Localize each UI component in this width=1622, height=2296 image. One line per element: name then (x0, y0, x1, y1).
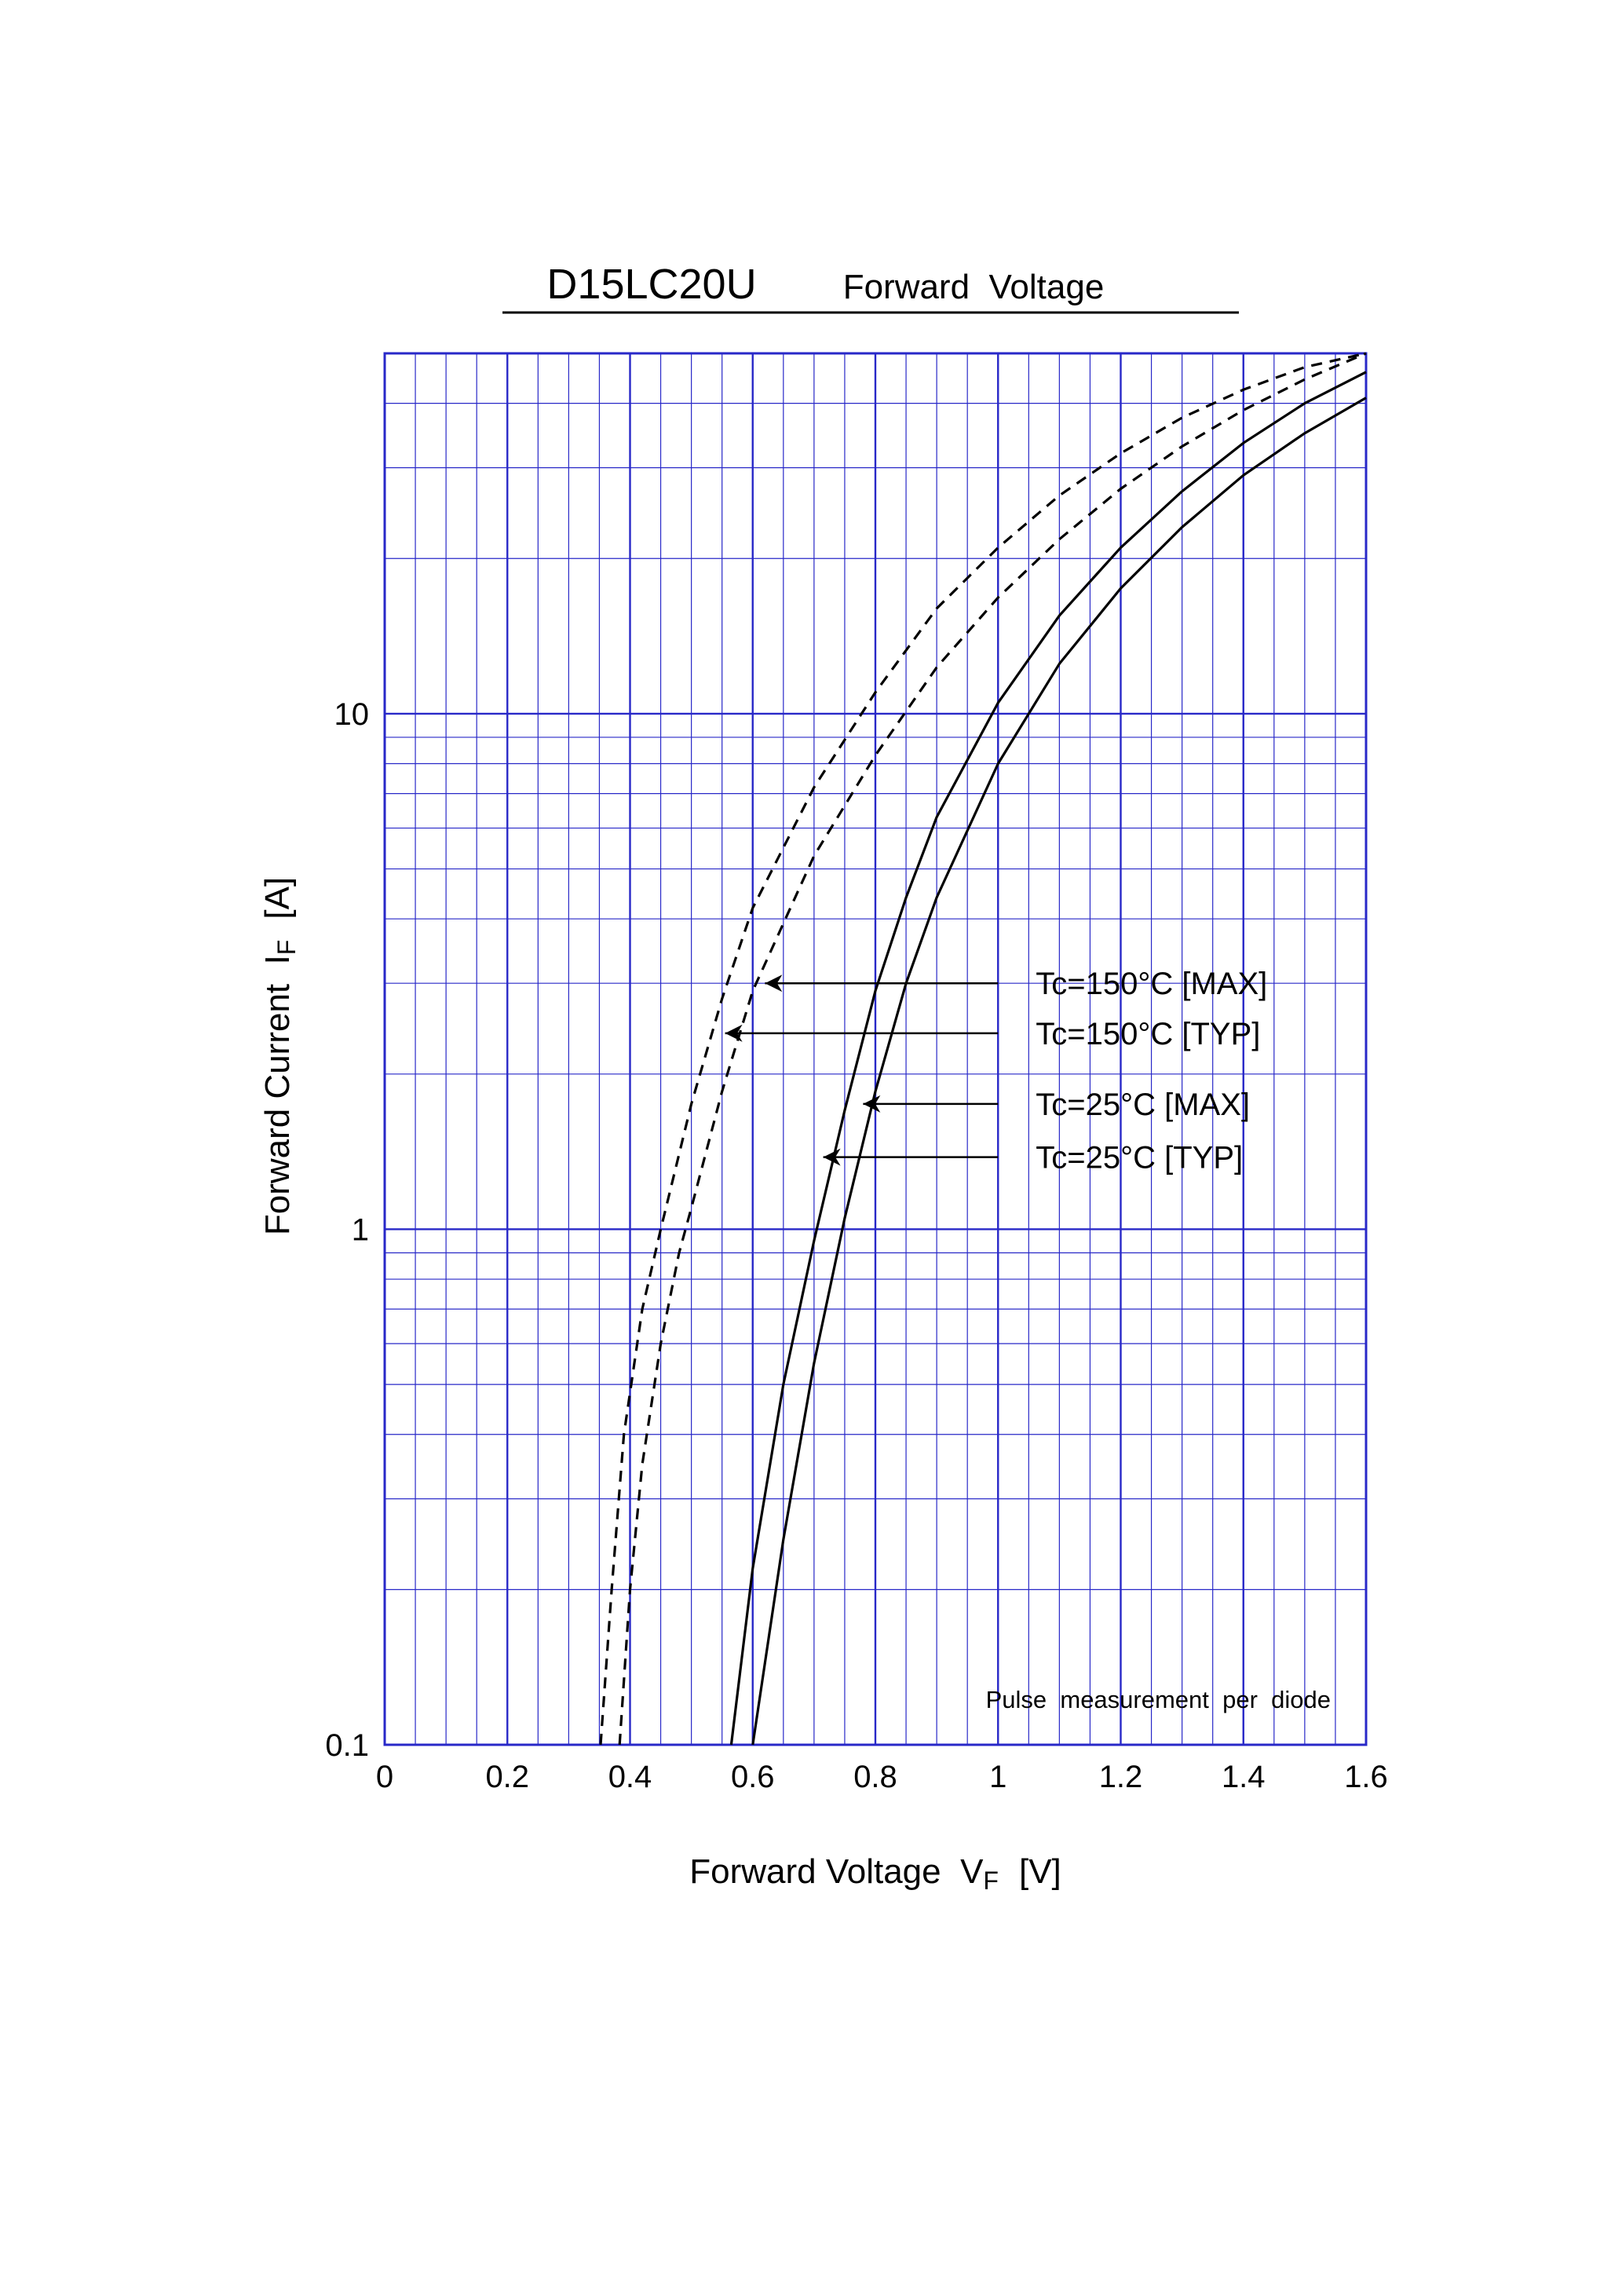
curves (599, 352, 1367, 1746)
x-tick-label: 0 (376, 1760, 393, 1794)
tick-labels: 0 0.2 0.4 0.6 0.8 1 1.2 1.4 1.6 0.1 1 10 (325, 697, 1387, 1794)
series-line-3 (729, 371, 1367, 1746)
x-axis-label-sub: F (983, 1866, 999, 1895)
series-line-1 (599, 352, 1367, 1746)
x-axis-label-main: Forward Voltage V (689, 1852, 984, 1891)
grid (383, 352, 1368, 1746)
y-tick-label: 10 (334, 697, 370, 732)
y-axis-label-main: Forward Current I (258, 955, 297, 1235)
annotation-label-1: Tc=150°C [MAX] (1036, 967, 1267, 1001)
annotation-label-3: Tc=25°C [MAX] (1036, 1088, 1250, 1122)
y-tick-label: 1 (352, 1212, 369, 1247)
x-tick-label: 0.4 (608, 1760, 652, 1794)
x-tick-label: 1.4 (1222, 1760, 1266, 1794)
x-axis-label-unit: [V] (1019, 1852, 1061, 1891)
y-axis-label: Forward Current IF [A] (258, 877, 301, 1235)
x-tick-label: 1 (989, 1760, 1006, 1794)
x-tick-label: 1.2 (1099, 1760, 1143, 1794)
chart-title: D15LC20U (546, 261, 756, 308)
annotation-label-2: Tc=150°C [TYP] (1036, 1017, 1260, 1051)
annotations: Tc=150°C [MAX] Tc=150°C [TYP] Tc=25°C [MAX… (725, 967, 1267, 1175)
x-tick-label: 0.6 (731, 1760, 775, 1794)
chart-subtitle: Forward Voltage (843, 268, 1105, 306)
series-line-2 (618, 352, 1367, 1746)
annotation-label-4: Tc=25°C [TYP] (1036, 1141, 1243, 1175)
x-tick-label: 1.6 (1344, 1760, 1388, 1794)
x-tick-label: 0.8 (853, 1760, 897, 1794)
y-axis-label-sub: F (272, 940, 301, 956)
plot-frame (383, 352, 1368, 1746)
x-tick-label: 0.2 (485, 1760, 529, 1794)
pulse-note: Pulse measurement per diode (986, 1686, 1331, 1713)
x-axis-label: Forward Voltage VF [V] (689, 1852, 1061, 1895)
y-axis-label-unit: [A] (258, 877, 297, 919)
y-tick-label: 0.1 (325, 1728, 369, 1763)
series-line-4 (751, 397, 1367, 1746)
